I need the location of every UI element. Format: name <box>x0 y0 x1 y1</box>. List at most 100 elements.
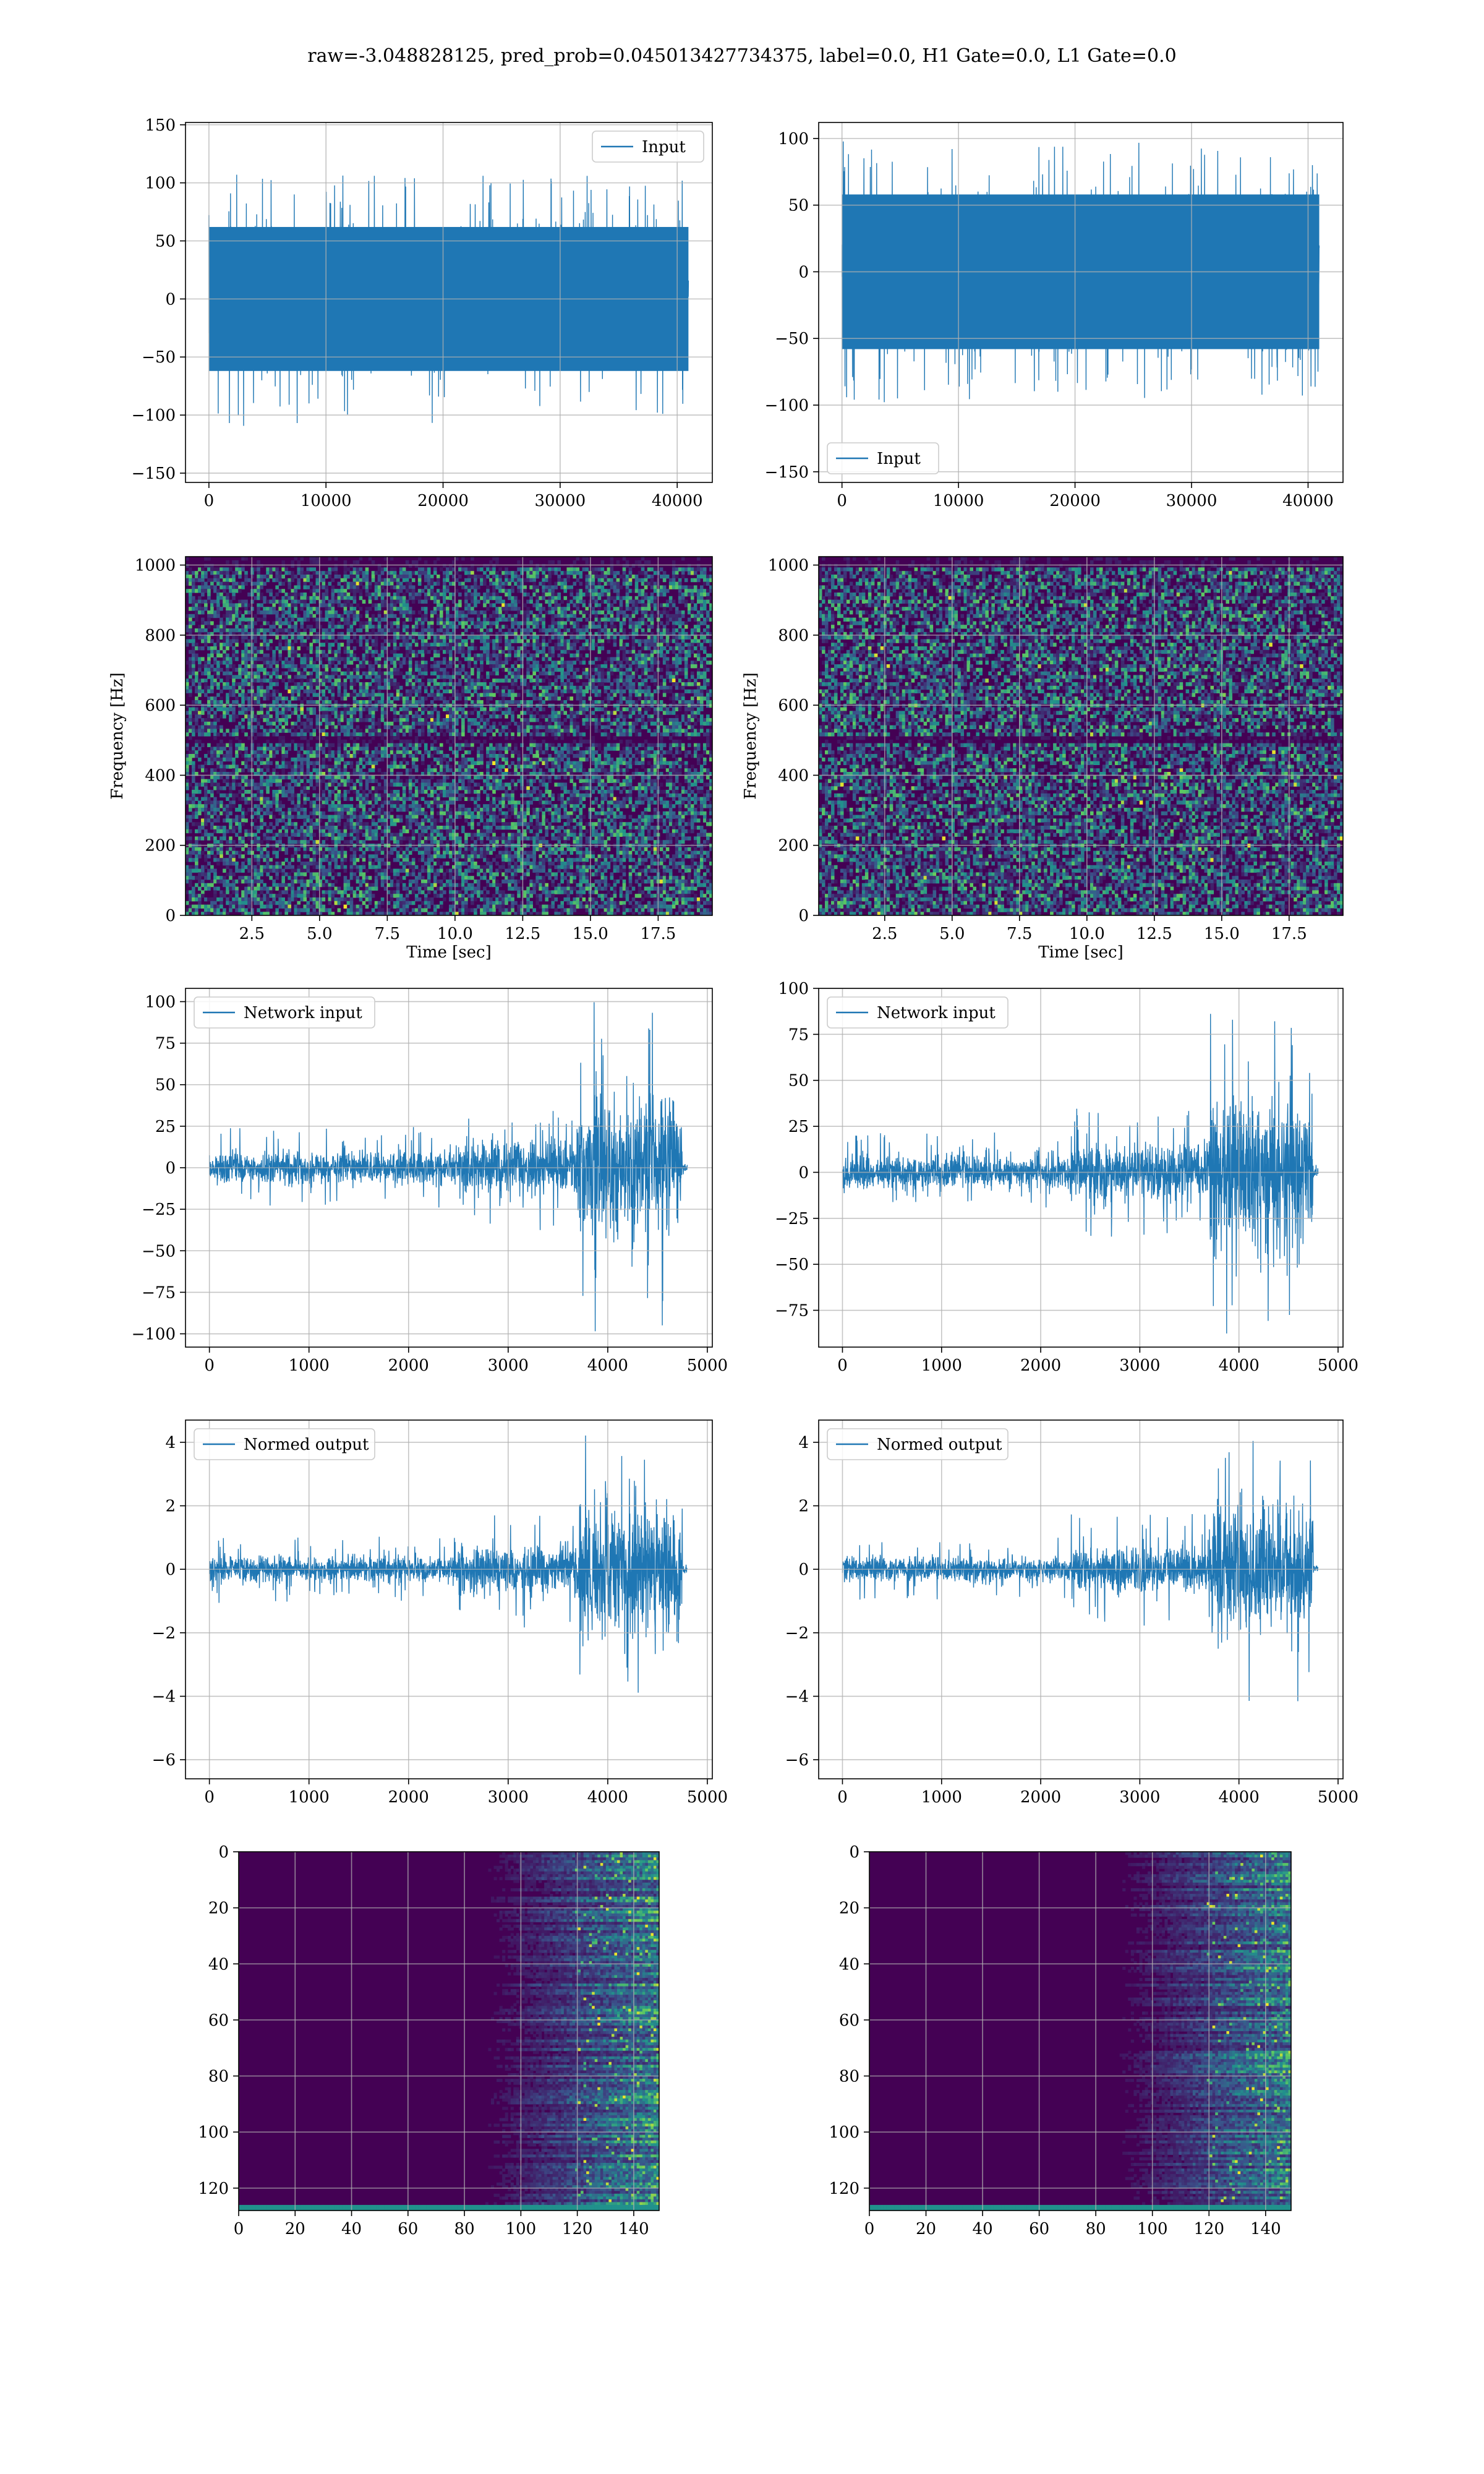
x-tick-label: 2000 <box>1020 1356 1061 1375</box>
y-tick-label: 0 <box>165 1560 176 1579</box>
y-tick-label: 50 <box>155 1076 176 1095</box>
series-line <box>843 1014 1318 1333</box>
x-tick-label: 30000 <box>1166 492 1217 510</box>
plot-area <box>843 1441 1318 1701</box>
y-tick-label: 50 <box>788 1072 809 1090</box>
plot-area <box>209 175 689 426</box>
x-tick-label: 2.5 <box>872 925 897 943</box>
y-tick-label: −100 <box>132 1325 176 1344</box>
y-tick-label: 1000 <box>135 557 176 575</box>
legend-label: Network input <box>244 1004 362 1022</box>
chart-r0c1: 0 10000 20000 30000 40000−150−100−50050100In… <box>765 122 1343 510</box>
y-tick-label: 1000 <box>768 557 809 575</box>
x-tick-label: 3000 <box>1119 1356 1160 1375</box>
x-tick-label: 1000 <box>921 1788 962 1807</box>
plot-area <box>819 557 1344 916</box>
x-tick-label: 15.0 <box>1204 925 1240 943</box>
x-tick-label: 7.5 <box>375 925 400 943</box>
y-tick-label: 20 <box>839 1899 859 1918</box>
y-tick-label: −75 <box>775 1302 809 1320</box>
legend-label: Normed output <box>244 1436 369 1454</box>
x-tick-label: 100 <box>1137 2220 1168 2238</box>
y-tick-label: 600 <box>778 696 809 715</box>
x-tick-label: 20 <box>285 2220 305 2238</box>
legend: Network input <box>827 997 1008 1028</box>
y-tick-label: 400 <box>778 766 809 785</box>
grid <box>186 988 712 1347</box>
x-tick-label: 3000 <box>488 1788 529 1807</box>
heatmap-cells <box>819 557 1344 916</box>
x-tick-label: 140 <box>1250 2220 1281 2238</box>
y-tick-label: 25 <box>788 1118 809 1136</box>
chart-r0c0: 0 10000 20000 30000 40000−150−100−5005010015… <box>132 116 712 510</box>
plot-area <box>869 1852 1292 2211</box>
y-tick-label: 150 <box>145 116 176 135</box>
y-tick-label: −6 <box>152 1751 176 1770</box>
y-tick-label: 200 <box>778 837 809 855</box>
x-axis-label: Time [sec] <box>406 943 492 962</box>
x-tick-label: 30000 <box>535 492 586 510</box>
legend-label: Normed output <box>877 1436 1002 1454</box>
x-tick-label: 40 <box>973 2220 993 2238</box>
x-tick-label: 5.0 <box>939 925 965 943</box>
plot-area <box>186 557 713 916</box>
x-tick-label: 1000 <box>289 1788 330 1807</box>
x-tick-label: 5000 <box>1318 1788 1358 1807</box>
x-tick-label: 10000 <box>933 492 984 510</box>
x-tick-label: 10.0 <box>1069 925 1105 943</box>
y-tick-label: −4 <box>152 1688 176 1706</box>
x-tick-label: 0 <box>837 1356 848 1375</box>
x-tick-label: 15.0 <box>573 925 608 943</box>
y-tick-label: 4 <box>798 1434 809 1452</box>
x-tick-label: 7.5 <box>1007 925 1032 943</box>
y-tick-label: 4 <box>165 1434 176 1452</box>
y-tick-label: 25 <box>155 1118 176 1136</box>
chart-r2c0: 0 1000 2000 3000 4000 5000−100−75−50−25025507… <box>132 988 728 1375</box>
x-tick-label: 1000 <box>921 1356 962 1375</box>
chart-r1c1: 2.5 5.0 7.5 10.0 12.5 15.0 17.5020040060080010… <box>741 557 1344 962</box>
x-tick-label: 5000 <box>687 1788 728 1807</box>
x-tick-label: 2000 <box>1020 1788 1061 1807</box>
figure-title: raw=-3.048828125, pred_prob=0.0450134277… <box>307 45 1176 67</box>
y-tick-label: 100 <box>778 980 809 998</box>
y-tick-label: 40 <box>208 1955 229 1974</box>
y-tick-label: −50 <box>775 1256 809 1274</box>
chart-r2c1: 0 1000 2000 3000 4000 5000−75−50−250255075100… <box>775 980 1358 1375</box>
y-tick-label: 50 <box>788 197 809 215</box>
x-tick-label: 2.5 <box>239 925 265 943</box>
y-tick-label: −25 <box>775 1210 809 1228</box>
y-tick-label: −50 <box>142 348 176 367</box>
x-tick-label: 5000 <box>1318 1356 1358 1375</box>
x-tick-label: 4000 <box>587 1356 628 1375</box>
y-tick-label: 2 <box>165 1497 176 1516</box>
x-tick-label: 5000 <box>687 1356 728 1375</box>
plot-area <box>239 1852 660 2211</box>
y-tick-label: −6 <box>785 1751 809 1770</box>
x-tick-label: 0 <box>864 2220 875 2238</box>
x-tick-label: 60 <box>398 2220 418 2238</box>
x-tick-label: 100 <box>506 2220 537 2238</box>
legend-label: Network input <box>877 1004 996 1022</box>
y-tick-label: −150 <box>765 463 809 482</box>
plot-area <box>210 1003 688 1332</box>
y-tick-label: −25 <box>142 1201 176 1219</box>
y-tick-label: 800 <box>778 627 809 645</box>
y-tick-label: −50 <box>142 1242 176 1261</box>
x-tick-label: 80 <box>454 2220 475 2238</box>
x-tick-label: 4000 <box>1219 1788 1260 1807</box>
y-tick-label: 600 <box>145 696 176 715</box>
x-tick-label: 17.5 <box>1271 925 1307 943</box>
y-tick-label: 100 <box>198 2123 229 2142</box>
y-tick-label: 120 <box>829 2180 859 2198</box>
legend: Input <box>592 131 704 162</box>
x-tick-label: 0 <box>204 1788 215 1807</box>
x-axis-label: Time [sec] <box>1038 943 1124 962</box>
y-tick-label: 80 <box>208 2068 229 2086</box>
y-tick-label: 75 <box>155 1035 176 1053</box>
y-tick-label: −2 <box>152 1624 176 1643</box>
legend: Normed output <box>194 1429 375 1460</box>
